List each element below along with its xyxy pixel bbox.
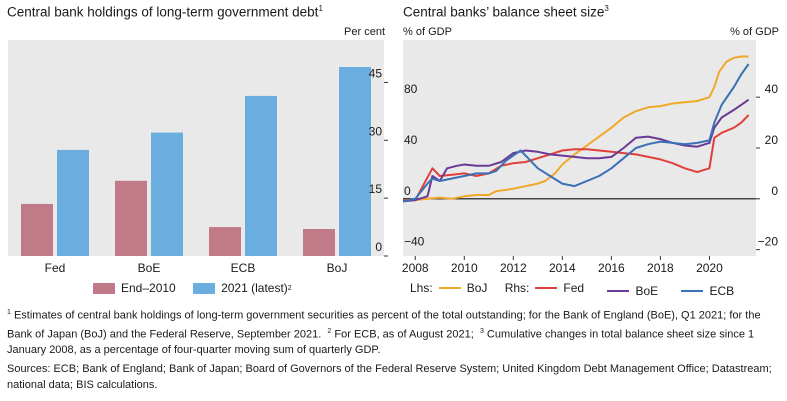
- legend-swatch-boj: [438, 287, 461, 289]
- line-y-right-tick-40: 40: [765, 82, 779, 96]
- footnote-2-text: For ECB, as of August 2021;: [334, 328, 474, 341]
- legend-label-fed: Fed: [563, 281, 585, 295]
- legend-item-ecb: ECB: [675, 284, 734, 298]
- legend-rhs-label: Rhs:: [504, 281, 530, 295]
- right-left-unit-label: % of GDP: [403, 26, 452, 38]
- line-y-right-tick-20: 20: [765, 133, 779, 147]
- footnote-3-text: Cumulative changes in total balance shee…: [7, 328, 755, 357]
- bar-y-tick-15: 15: [369, 182, 383, 196]
- line-legend: Lhs: BoJ Rhs: Fed BoE ECB: [410, 281, 748, 298]
- bar-boe-series-0: [115, 180, 147, 256]
- line-y-right-tick--20: −20: [758, 235, 779, 249]
- line-y-ticks-left: −40 0 40 80: [404, 82, 425, 248]
- legend-swatch-end2010: [93, 282, 115, 294]
- legend-label-boe: BoE: [635, 284, 659, 298]
- line-x-tick-2016: 2016: [598, 261, 625, 275]
- bar-x-label-ecb: ECB: [231, 261, 256, 275]
- bar-fed-series-1: [57, 149, 89, 256]
- legend-label-end2010: End–2010: [121, 281, 176, 295]
- line-chart: [402, 55, 750, 203]
- bar-ecb-series-0: [209, 227, 241, 256]
- line-x-tick-2018: 2018: [647, 261, 674, 275]
- footnote-1-marker: 1: [7, 309, 11, 316]
- footnote-3-marker: 3: [479, 328, 484, 336]
- line-series-boe: [402, 98, 750, 203]
- bar-x-ticks: Fed BoE ECB BoJ: [45, 261, 348, 275]
- legend-label-ecb: ECB: [709, 284, 735, 298]
- legend-group-rhs: Rhs: Fed: [505, 281, 584, 295]
- bar-y-tick-0: 0: [375, 240, 382, 254]
- line-y-left-tick-40: 40: [404, 133, 418, 147]
- line-x-ticks: 2008 2010 2012 2014 2016 2018 2020: [402, 256, 723, 275]
- bar-y-tick-30: 30: [369, 124, 383, 138]
- line-x-tick-2014: 2014: [549, 261, 576, 275]
- legend-group-lhs: Lhs: BoJ: [410, 281, 487, 295]
- line-y-left-tick-80: 80: [404, 82, 418, 96]
- legend-label-boj: BoJ: [466, 281, 488, 295]
- line-x-tick-2010: 2010: [451, 261, 478, 275]
- right-chart-title: Central banks’ balance sheet size3: [403, 4, 609, 20]
- bar-x-label-boj: BoJ: [327, 261, 348, 275]
- line-x-tick-2012: 2012: [500, 261, 527, 275]
- legend-item-end2010: End–2010: [93, 281, 176, 295]
- legend-lhs-label: Lhs:: [410, 281, 433, 295]
- left-chart-title: Central bank holdings of long-term gover…: [7, 4, 323, 20]
- bar-legend: End–2010 2021 (latest) 2: [93, 281, 306, 297]
- bar-boj-series-1: [339, 67, 371, 256]
- bar-y-tick-45: 45: [369, 66, 383, 80]
- legend-swatch-fed: [535, 287, 558, 289]
- left-unit-label: Per cent: [344, 26, 385, 38]
- line-x-tick-2020: 2020: [696, 261, 723, 275]
- bar-x-label-fed: Fed: [45, 261, 66, 275]
- legend-label-2021: 2021 (latest): [221, 281, 288, 295]
- legend-swatch-2021: [193, 282, 216, 294]
- right-panel-background: [403, 40, 756, 256]
- line-y-right-tick-0: 0: [771, 184, 778, 198]
- bar-fed-series-0: [21, 203, 53, 256]
- footnote-2-marker: 2: [327, 328, 332, 336]
- line-x-tick-2008: 2008: [402, 261, 429, 275]
- right-right-unit-label: % of GDP: [730, 26, 779, 38]
- line-y-left-tick-0: 0: [404, 184, 411, 198]
- line-y-ticks-right: −20 0 20 40: [756, 82, 779, 251]
- bar-y-ticks: 0 15 30 45: [369, 66, 388, 257]
- line-y-left-tick--40: −40: [404, 235, 425, 249]
- legend-item-boe: BoE: [601, 284, 658, 298]
- legend-sup-2021: 2: [287, 284, 292, 292]
- line-series-fed: [403, 114, 750, 202]
- bar-boj-series-0: [303, 229, 335, 256]
- bar-ecb-series-1: [245, 95, 277, 256]
- charts-canvas: Per cent 0 15 30 45 Fed BoE ECB BoJ % of GDP %…: [8, 26, 779, 275]
- legend-item-2021: 2021 (latest) 2: [193, 281, 292, 295]
- footnote-1-text: Estimates of central bank holdings of lo…: [7, 309, 761, 341]
- line-series-ecb: [402, 63, 750, 203]
- footnotes: 1 Estimates of central bank holdings of …: [7, 305, 783, 359]
- bar-chart: [21, 67, 371, 256]
- legend-swatch-ecb: [681, 290, 704, 292]
- sources-note: Sources: ECB; Bank of England; Bank of J…: [7, 363, 772, 391]
- legend-swatch-boe: [607, 290, 630, 292]
- bar-x-label-boe: BoE: [138, 261, 161, 275]
- bar-boe-series-1: [151, 132, 183, 256]
